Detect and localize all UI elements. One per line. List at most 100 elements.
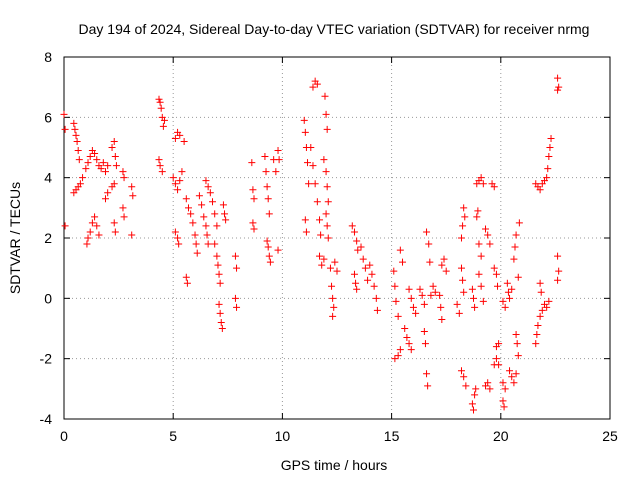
data-point <box>424 382 432 390</box>
data-point <box>392 297 400 305</box>
data-point <box>211 240 219 248</box>
x-tick-label: 5 <box>169 428 177 444</box>
data-point <box>438 315 446 323</box>
data-point <box>471 303 479 311</box>
y-tick-label: 4 <box>44 170 52 186</box>
data-point <box>317 231 325 239</box>
data-point <box>418 291 426 299</box>
data-point <box>372 294 380 302</box>
data-point <box>512 231 520 239</box>
data-point <box>457 264 465 272</box>
data-point <box>309 83 317 91</box>
data-point <box>189 219 197 227</box>
data-point <box>495 361 503 369</box>
data-point <box>110 137 118 145</box>
data-point <box>321 92 329 100</box>
y-tick-label: 8 <box>44 49 52 65</box>
data-point <box>322 210 330 218</box>
data-point <box>536 279 544 287</box>
data-point <box>511 243 519 251</box>
data-point <box>322 168 330 176</box>
data-point <box>426 258 434 266</box>
data-point <box>160 116 168 124</box>
data-point <box>427 291 435 299</box>
y-tick-label: -2 <box>40 351 53 367</box>
data-point <box>110 219 118 227</box>
y-axis-ticks: -4 -2 0 2 4 6 8 <box>40 49 610 427</box>
data-point <box>477 252 485 260</box>
data-point <box>510 255 518 263</box>
data-point <box>350 228 358 236</box>
data-point <box>421 340 429 348</box>
data-point <box>61 125 69 133</box>
data-point <box>361 264 369 272</box>
data-point <box>119 204 127 212</box>
data-point <box>470 406 477 414</box>
data-point <box>86 228 94 236</box>
data-point <box>214 261 222 269</box>
data-point <box>499 397 507 405</box>
data-point <box>155 156 163 164</box>
data-point <box>403 334 411 342</box>
data-point <box>405 340 413 348</box>
data-point <box>460 204 468 212</box>
data-point <box>353 285 361 293</box>
data-point <box>263 237 271 245</box>
data-point <box>209 198 217 206</box>
data-point <box>514 273 522 281</box>
data-point <box>233 303 241 311</box>
data-point <box>101 195 109 203</box>
data-point <box>174 186 182 194</box>
data-point <box>499 379 507 387</box>
data-point <box>222 216 230 224</box>
y-tick-label: 0 <box>44 290 52 306</box>
data-point <box>216 309 224 317</box>
data-point <box>436 291 444 299</box>
data-point <box>506 294 514 302</box>
data-point <box>93 156 101 164</box>
data-point <box>233 264 241 272</box>
data-point <box>182 195 190 203</box>
data-point <box>492 270 500 278</box>
data-point <box>311 180 319 188</box>
data-point <box>536 186 544 194</box>
data-point <box>554 252 562 260</box>
data-point <box>394 352 402 360</box>
data-point <box>366 261 374 269</box>
data-point <box>263 183 271 191</box>
data-point <box>176 177 184 185</box>
data-point <box>508 285 516 293</box>
data-point <box>457 367 465 375</box>
data-point <box>73 137 81 145</box>
data-point <box>183 279 191 287</box>
data-point <box>453 300 461 308</box>
data-point <box>193 249 201 257</box>
data-point <box>264 243 272 251</box>
data-point <box>171 228 179 236</box>
data-point <box>401 325 409 332</box>
data-point <box>70 119 78 127</box>
data-point <box>231 294 239 302</box>
y-axis-label: SDTVAR / TECUs <box>7 182 23 294</box>
data-point <box>326 264 334 272</box>
data-point <box>195 192 203 200</box>
data-point <box>492 355 500 363</box>
data-point <box>323 125 331 133</box>
data-point <box>178 168 186 176</box>
data-point <box>468 400 476 408</box>
data-point <box>313 80 321 88</box>
data-point <box>304 159 312 167</box>
data-point <box>462 382 470 390</box>
data-point <box>391 282 399 290</box>
data-point <box>461 213 469 221</box>
data-point <box>508 373 516 381</box>
data-point <box>359 255 367 263</box>
data-point <box>547 134 555 142</box>
data-point <box>486 240 494 248</box>
data-point <box>474 207 482 215</box>
data-point <box>265 210 273 218</box>
data-point <box>324 198 332 206</box>
data-point <box>533 331 541 339</box>
data-point <box>231 252 239 260</box>
data-point <box>490 183 498 191</box>
